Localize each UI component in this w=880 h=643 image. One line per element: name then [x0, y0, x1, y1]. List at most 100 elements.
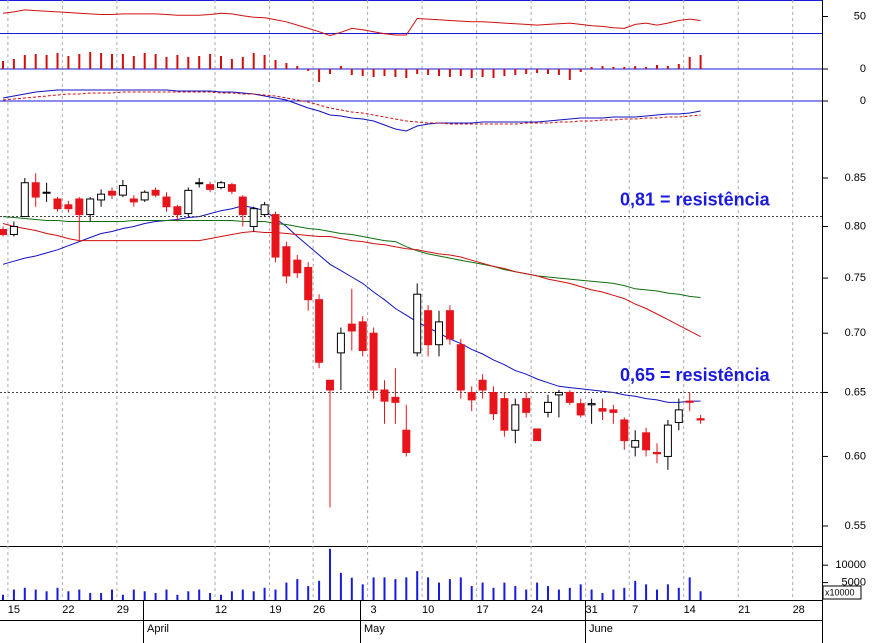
bar: [154, 54, 157, 69]
bar: [209, 54, 212, 69]
bar: [601, 593, 604, 600]
x-tick-label: 3: [371, 604, 377, 616]
bar: [132, 56, 135, 69]
candle-body: [260, 204, 269, 216]
bar: [12, 589, 15, 600]
bar: [100, 53, 103, 69]
bar: [612, 589, 615, 600]
candle-body: [642, 432, 651, 451]
candle-body: [533, 428, 542, 442]
bar: [318, 580, 321, 600]
bar: [372, 69, 375, 77]
bar: [405, 577, 408, 600]
candle-body: [696, 418, 705, 421]
bar: [688, 57, 691, 69]
bar: [514, 586, 517, 600]
candle-body: [336, 332, 345, 354]
candle-body: [118, 185, 127, 196]
bar: [121, 54, 124, 69]
candle-body: [413, 293, 422, 354]
candle-body: [53, 198, 62, 210]
month-label: June: [589, 623, 613, 635]
bar: [165, 589, 168, 600]
candle-body: [587, 403, 596, 406]
bar: [45, 591, 48, 600]
bar: [2, 61, 4, 69]
candle-body: [184, 189, 193, 215]
bar: [230, 59, 233, 69]
annotation: 0,65 = resistência: [620, 365, 771, 385]
bar: [100, 593, 103, 600]
bar: [56, 53, 59, 69]
bar: [666, 66, 669, 69]
candle-body: [108, 190, 116, 196]
bar: [252, 591, 255, 600]
bar: [623, 587, 626, 600]
bar: [645, 584, 648, 600]
bar: [525, 69, 528, 74]
y-tick-label: 50: [854, 10, 866, 22]
candle-body: [631, 440, 640, 448]
candle-body: [151, 189, 160, 196]
bar: [111, 589, 113, 600]
x-tick-label: 19: [269, 604, 281, 616]
bar: [503, 582, 506, 600]
x-tick-label: 29: [117, 604, 129, 616]
bar: [699, 55, 702, 69]
bar: [78, 589, 81, 600]
bar: [350, 69, 353, 75]
bar: [187, 57, 190, 69]
bar: [525, 589, 528, 600]
candle-body: [304, 266, 313, 301]
candle-body: [249, 208, 258, 227]
bar: [677, 587, 680, 600]
candle-body: [576, 403, 585, 416]
candle-body: [20, 182, 29, 218]
candle-body: [227, 184, 236, 192]
bar: [612, 67, 615, 69]
bar: [2, 594, 4, 600]
candle-body: [544, 401, 552, 413]
candle-body: [609, 409, 618, 413]
bar: [536, 582, 539, 600]
bar: [274, 60, 277, 69]
line: [2, 91, 701, 125]
line: [2, 223, 701, 338]
y-tick-label: 0: [860, 63, 866, 75]
candle-body: [86, 198, 95, 216]
bar: [547, 69, 549, 74]
candle-body: [500, 398, 509, 431]
bar: [568, 587, 571, 600]
bar: [34, 54, 37, 69]
candle-body: [380, 389, 389, 402]
bar: [89, 52, 92, 69]
candle-body: [140, 191, 149, 201]
x-tick-label: 22: [62, 604, 74, 616]
bar: [470, 69, 473, 78]
line: [2, 89, 701, 132]
y-tick-label: 0.70: [845, 327, 866, 339]
candle-body: [369, 332, 378, 391]
bar: [296, 579, 299, 600]
x-tick-label: 21: [738, 604, 750, 616]
bar: [307, 69, 310, 71]
bar: [590, 589, 593, 600]
bar: [383, 577, 386, 600]
bar: [198, 589, 201, 600]
bar: [121, 594, 124, 600]
bar: [448, 579, 451, 600]
bar: [459, 577, 462, 600]
candle-body: [674, 409, 683, 424]
bar: [438, 582, 440, 600]
month-label: April: [147, 623, 169, 635]
bar: [536, 69, 539, 73]
bar: [339, 572, 342, 600]
candle-body: [565, 391, 574, 403]
candle-body: [42, 191, 51, 194]
y-tick-label: 5000: [842, 577, 866, 589]
y-tick-label: 0.55: [845, 520, 866, 532]
candle-body: [326, 379, 334, 391]
bar: [503, 69, 506, 76]
bar: [350, 577, 353, 600]
